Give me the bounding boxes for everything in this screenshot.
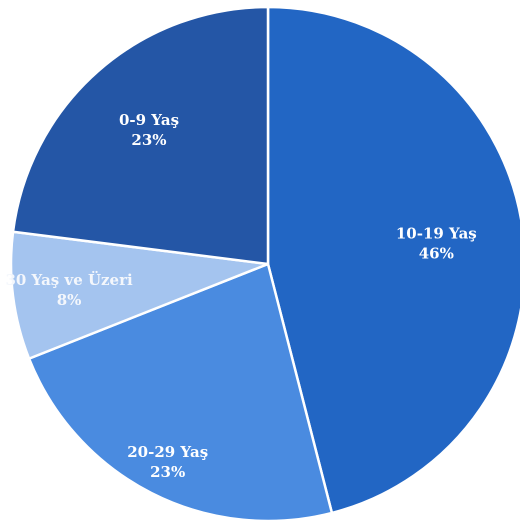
pie-slice-10-19-ya- bbox=[266, 5, 520, 515]
pie-slices bbox=[9, 5, 520, 522]
slice-category-label: 10-19 Yaş bbox=[396, 225, 477, 243]
slice-percent-label: 23% bbox=[131, 131, 166, 149]
slice-label: 30 Yaş ve Üzeri 8% bbox=[5, 270, 133, 309]
pie-slice-0-9-ya- bbox=[11, 5, 270, 266]
pie-labels: 10-19 Yaş 46% 20-29 Yaş 23% 30 Yaş ve Üzeri 8… bbox=[5, 111, 476, 481]
slice-label: 20-29 Yaş 23% bbox=[127, 443, 208, 481]
slice-label: 10-19 Yaş 46% bbox=[396, 225, 477, 263]
slice-percent-label: 8% bbox=[57, 291, 82, 309]
slice-percent-label: 23% bbox=[150, 463, 185, 481]
slice-category-label: 30 Yaş ve Üzeri bbox=[5, 270, 133, 289]
slice-category-label: 0-9 Yaş bbox=[119, 111, 179, 129]
slice-category-label: 20-29 Yaş bbox=[127, 443, 208, 461]
slice-percent-label: 46% bbox=[419, 245, 454, 263]
pie-slice-30-ya-ve-zeri bbox=[9, 230, 269, 361]
pie-slice-20-29-ya- bbox=[27, 262, 334, 522]
slice-label: 0-9 Yaş 23% bbox=[119, 111, 179, 149]
